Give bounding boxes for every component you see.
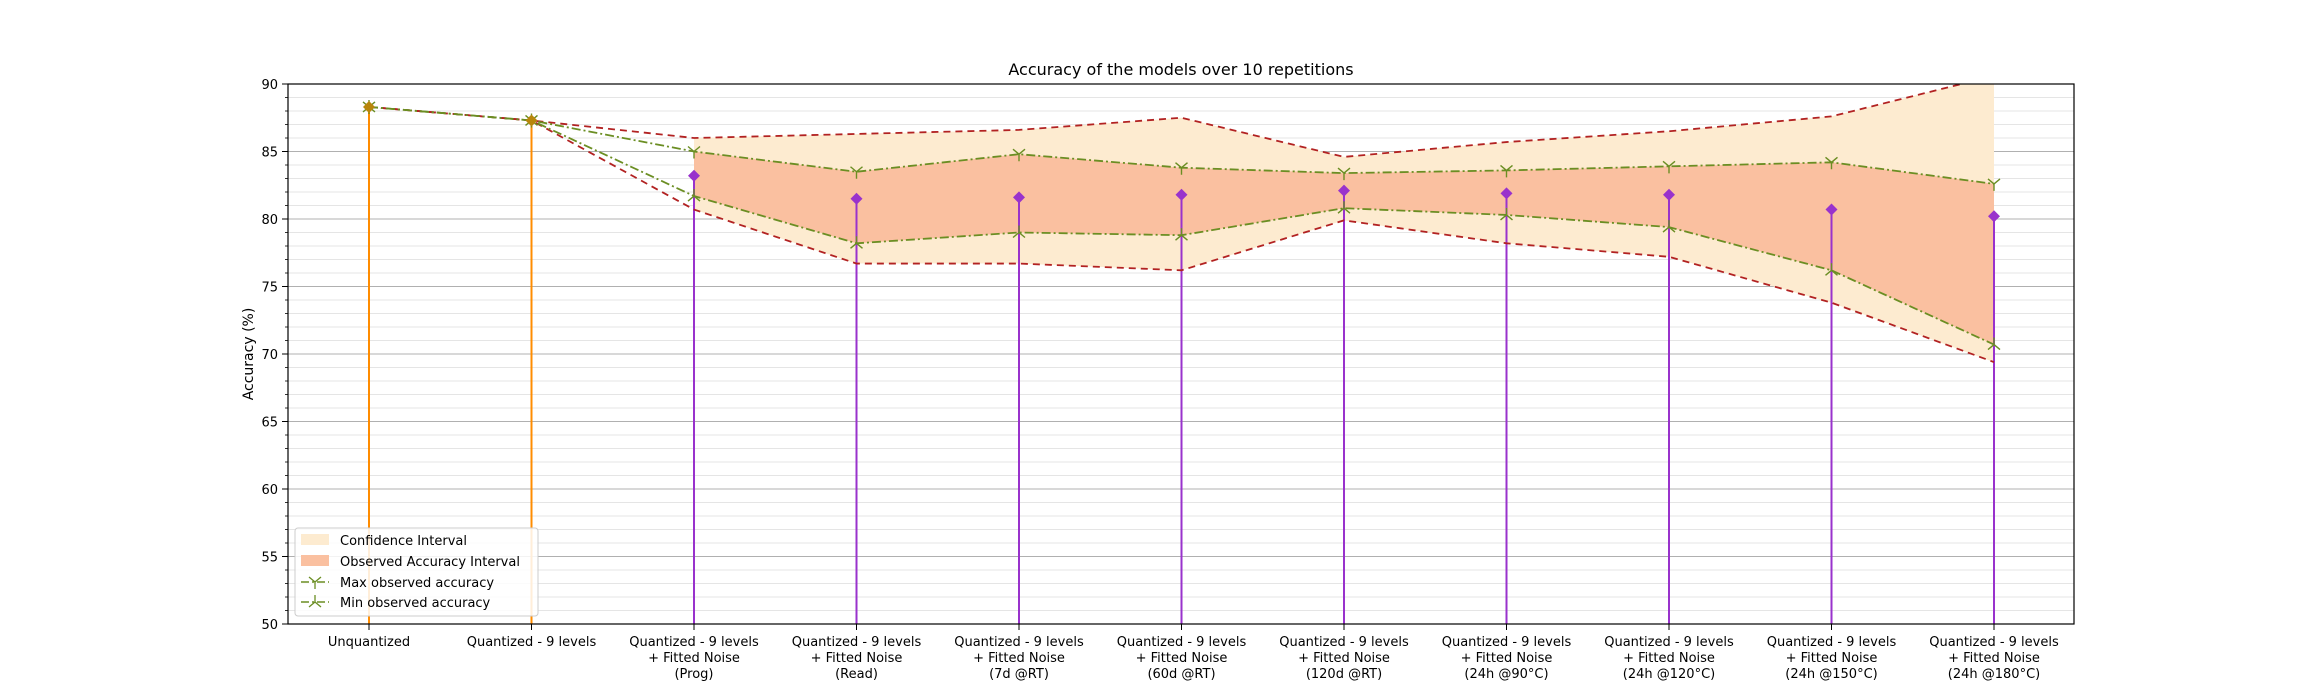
min-accuracy-point — [687, 189, 701, 202]
confidence-upper-line — [368, 84, 1966, 158]
y-tick-label: 75 — [261, 281, 278, 296]
stem-marker — [1013, 191, 1025, 204]
y-tick-label: 50 — [261, 618, 278, 633]
max-accuracy-point — [1012, 148, 1026, 162]
stem-marker — [1988, 210, 2000, 223]
min-accuracy-point — [1825, 263, 1838, 276]
y-tick-label: 85 — [261, 146, 278, 161]
stem-marker — [1175, 188, 1188, 201]
x-tick-label: Quantized - 9 levels + Fitted Noise (24h @… — [1442, 635, 1572, 682]
y-tick-label: 55 — [261, 551, 278, 566]
markers — [362, 99, 2001, 351]
max-accuracy-point — [1337, 167, 1351, 181]
x-tick-label: Quantized - 9 levels + Fitted Noise (Prog) — [629, 635, 759, 682]
legend: Confidence Interval Observed Accuracy In… — [294, 527, 539, 617]
min-accuracy-point — [1175, 228, 1188, 241]
y-tick-label: 65 — [261, 416, 278, 431]
min-accuracy-point — [1012, 225, 1026, 239]
max-accuracy-point — [687, 145, 701, 159]
y-axis-ticks: 50 55 60 65 70 75 80 85 90 — [261, 78, 288, 633]
min-accuracy-point — [1987, 337, 2001, 351]
stem-marker — [1825, 203, 1838, 216]
x-tick-label: Quantized - 9 levels + Fitted Noise (24h @… — [1767, 635, 1897, 682]
legend-label-min: Min observed accuracy — [340, 596, 491, 611]
max-accuracy-point — [1662, 160, 1676, 174]
max-accuracy-point — [1987, 178, 2001, 191]
x-axis-ticks: Unquantized Quantized - 9 levels Quantized… — [328, 624, 2059, 682]
x-tick-label: Quantized - 9 levels + Fitted Noise (Read) — [792, 635, 922, 682]
x-tick-label: Quantized - 9 levels + Fitted Noise (24h @… — [1604, 635, 1734, 682]
max-accuracy-point — [1175, 162, 1188, 175]
max-accuracy-point — [1500, 164, 1513, 178]
y-tick-label: 70 — [261, 348, 278, 363]
stem-marker — [1338, 184, 1350, 197]
min-accuracy-point — [850, 236, 863, 249]
max-accuracy-point — [1825, 156, 1838, 170]
x-tick-label: Quantized - 9 levels + Fitted Noise (7d @R… — [954, 635, 1084, 682]
y-tick-label: 90 — [261, 78, 278, 93]
min-accuracy-point — [1337, 201, 1351, 214]
min-accuracy-point — [1662, 220, 1676, 233]
stem-marker — [688, 169, 700, 182]
x-tick-label: Unquantized — [328, 635, 410, 650]
y-tick-label: 60 — [261, 483, 278, 498]
x-tick-label: Quantized - 9 levels — [467, 635, 597, 650]
stem-marker — [850, 192, 863, 205]
legend-frame — [294, 527, 539, 617]
legend-marker-min — [308, 595, 322, 608]
y-tick-label: 80 — [261, 213, 278, 228]
legend-swatch-observed — [301, 555, 329, 566]
confidence-lower-line — [368, 106, 1995, 363]
legend-marker-max — [308, 576, 322, 589]
x-tick-label: Quantized - 9 levels + Fitted Noise (120d … — [1279, 635, 1409, 682]
x-tick-label: Quantized - 9 levels + Fitted Noise (24h @… — [1929, 635, 2059, 682]
legend-label-observed: Observed Accuracy Interval — [340, 555, 520, 570]
x-tick-label: Quantized - 9 levels + Fitted Noise (60d @… — [1117, 635, 1247, 682]
legend-label-confidence: Confidence Interval — [340, 534, 467, 549]
stem-marker — [363, 100, 375, 113]
stem-marker — [1500, 187, 1513, 200]
max-accuracy-point — [850, 166, 863, 179]
y-axis-label: Accuracy (%) — [241, 308, 257, 401]
chart-title: Accuracy of the models over 10 repetitio… — [1008, 60, 1353, 79]
stem-marker — [1663, 188, 1675, 201]
legend-label-max: Max observed accuracy — [340, 576, 494, 591]
stem-marker — [525, 114, 538, 127]
min-accuracy-point — [1500, 207, 1513, 221]
legend-swatch-confidence — [301, 534, 329, 545]
